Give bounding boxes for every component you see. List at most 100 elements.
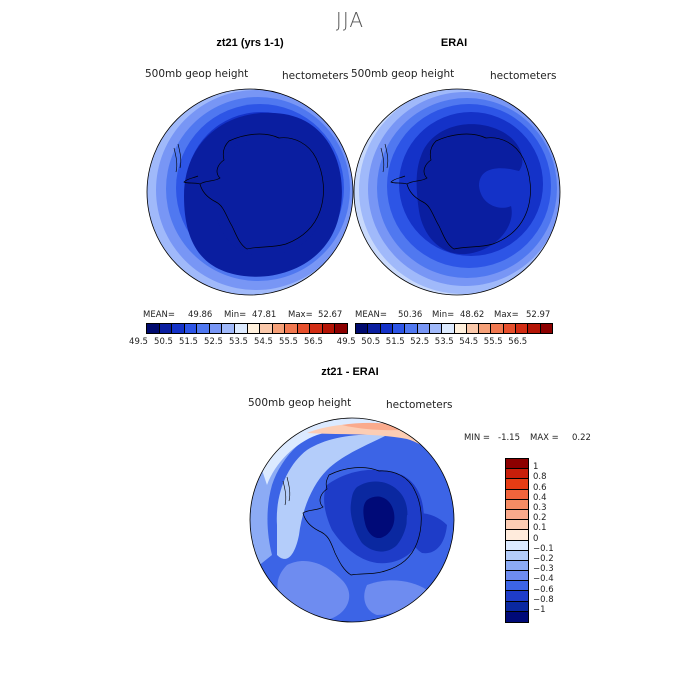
panel-1-max-label: Max= <box>288 310 313 320</box>
panel-1-mean-value: 49.86 <box>188 310 213 320</box>
panel-1-colorbar-tick-label: 52.5 <box>204 337 223 347</box>
diff-title: zt21 - ERAI <box>321 366 379 378</box>
diff-map <box>249 417 455 623</box>
antarctica-outline-3 <box>302 467 422 576</box>
diff-colorbar-swatch <box>506 469 528 480</box>
panel-1-colorbar-tick-label: 49.5 <box>129 337 148 347</box>
panel-2-colorbar-swatch <box>429 324 443 333</box>
panel-2-colorbar-tick-label: 54.5 <box>459 337 479 347</box>
diff-colorbar-tick-label: 0 <box>533 533 539 544</box>
diff-colorbar-swatch <box>506 499 528 510</box>
panel-1-units-label: hectometers <box>282 70 349 82</box>
panel-2-field-label: 500mb geop height <box>351 68 455 80</box>
panel-1-title: zt21 (yrs 1-1) <box>216 37 284 49</box>
panel-2-colorbar-swatch <box>454 324 467 333</box>
panel-2-colorbar-swatch <box>466 324 480 333</box>
diff-colorbar-tick-label: −0.2 <box>533 554 554 564</box>
panel-2-colorbar-swatch <box>405 324 418 333</box>
panel-2-map <box>353 88 561 296</box>
diff-colorbar-swatch <box>506 509 528 521</box>
figure-title: JJA <box>335 8 365 32</box>
diff-colorbar-swatch <box>506 560 528 572</box>
panel-1-colorbar-swatch <box>172 324 185 333</box>
panel-2-colorbar-swatch <box>528 324 541 333</box>
panel-1-colorbar-tick-label: 55.5 <box>279 337 298 347</box>
diff-colorbar-tick-label: −0.1 <box>533 543 554 554</box>
panel-2-colorbar-swatch <box>356 324 369 333</box>
panel-1-colorbar-swatch <box>322 324 336 333</box>
panel-1-colorbar-swatch <box>335 324 347 333</box>
panel-1-map <box>146 88 354 296</box>
panel-1-colorbar-swatch <box>247 324 261 333</box>
diff-colorbar-tick-label: 0.3 <box>533 503 547 513</box>
diff-colorbar-swatch <box>506 479 528 490</box>
south-america-outline-3 <box>282 476 291 506</box>
panel-2-max-label: Max= <box>494 310 519 320</box>
panel-1-colorbar-swatch <box>272 324 286 333</box>
panel-2-colorbar-tick-label: 55.5 <box>483 337 503 347</box>
diff-colorbar-swatch <box>506 581 528 592</box>
panel-2-colorbar-ticks: 49.5 50.5 51.5 52.5 53.5 54.5 55.5 56.5 <box>334 337 530 347</box>
panel-2-colorbar-swatch <box>516 324 529 333</box>
panel-2-colorbar-swatch <box>380 324 393 333</box>
diff-colorbar-swatch <box>506 601 528 612</box>
diff-colorbar-tick-label: 0.1 <box>533 523 547 534</box>
panel-1-colorbar-tick-label: 56.5 <box>304 337 323 347</box>
diff-colorbar-ticks: 1 0.8 0.6 0.4 0.3 0.2 0.1 0 −0.1 −0.2 −0.3 −0.4 −0.6… <box>533 458 573 624</box>
panel-2-colorbar-swatch <box>540 324 552 333</box>
panel-1-colorbar-swatch <box>184 324 198 333</box>
panel-2-colorbar-tick-label: 53.5 <box>434 337 454 347</box>
diff-colorbar-tick-label: −0.8 <box>533 594 554 605</box>
diff-colorbar-swatch <box>506 611 528 622</box>
panel-1-max-value: 52.67 <box>318 310 343 320</box>
diff-colorbar-swatch <box>506 520 528 531</box>
panel-1-field-label: 500mb geop height <box>145 68 249 80</box>
diff-colorbar-swatch <box>506 591 528 602</box>
panel-2-max-value: 52.97 <box>526 310 551 320</box>
diff-colorbar-tick-label: 1 <box>533 462 539 473</box>
panel-2-mean-value: 50.36 <box>398 310 423 320</box>
panel-2-colorbar-tick-label: 50.5 <box>361 337 381 347</box>
diff-colorbar-tick-label: −0.6 <box>533 584 554 595</box>
panel-2-colorbar-swatch <box>491 324 504 333</box>
diff-colorbar-tick-label: 0.4 <box>533 492 547 503</box>
panel-2-mean-label: MEAN= <box>355 310 387 320</box>
diff-colorbar-tick-label: 0.2 <box>533 513 547 524</box>
diff-min-label: MIN = <box>464 433 491 443</box>
diff-colorbar-tick-label: −0.3 <box>533 564 554 575</box>
panel-1-colorbar-tick-label: 53.5 <box>229 337 248 347</box>
antarctica-outline-2 <box>390 133 531 250</box>
panel-2-colorbar-tick-label: 52.5 <box>410 337 430 347</box>
diff-colorbar-tick-label: −0.4 <box>533 574 554 585</box>
panel-2-min-value: 48.62 <box>460 310 485 320</box>
panel-1-colorbar-tick-label: 51.5 <box>179 337 198 347</box>
panel-2-min-label: Min= <box>432 310 455 320</box>
panel-2-colorbar-swatch <box>503 324 517 333</box>
panel-1-colorbar-swatch <box>310 324 323 333</box>
panel-2-colorbar-swatch <box>392 324 406 333</box>
diff-colorbar <box>505 458 529 623</box>
panel-1-colorbar-swatch <box>209 324 223 333</box>
panel-1-colorbar-swatch <box>159 324 173 333</box>
panel-1-colorbar-swatch <box>222 324 235 333</box>
panel-1-colorbar-swatch <box>297 324 311 333</box>
diff-units-label: hectometers <box>386 399 453 411</box>
panel-1-colorbar-swatch <box>147 324 160 333</box>
panel-2-colorbar-swatch <box>479 324 492 333</box>
diff-colorbar-swatch <box>506 459 528 470</box>
antarctica-outline <box>183 133 324 250</box>
panel-2-units-label: hectometers <box>490 70 557 82</box>
panel-2-colorbar-tick-label: 49.5 <box>336 337 356 347</box>
panel-1-min-value: 47.81 <box>252 310 277 320</box>
south-america-outline-2 <box>380 143 389 173</box>
panel-2-colorbar-tick-label: 51.5 <box>385 337 405 347</box>
panel-1-colorbar-swatch <box>234 324 248 333</box>
diff-colorbar-tick-label: 0.6 <box>533 482 547 493</box>
diff-colorbar-swatch <box>506 571 528 582</box>
diff-colorbar-swatch <box>506 550 528 561</box>
panel-1-min-label: Min= <box>224 310 247 320</box>
panel-2-colorbar <box>355 323 553 334</box>
panel-1-colorbar-swatch <box>197 324 210 333</box>
panel-1-colorbar-swatch <box>285 324 298 333</box>
panel-1-colorbar-ticks: 49.5 50.5 51.5 52.5 53.5 54.5 55.5 56.5 <box>126 337 326 347</box>
